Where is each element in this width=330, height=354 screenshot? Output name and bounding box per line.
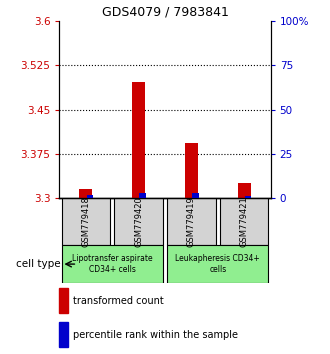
Bar [61,198,110,245]
Text: cell type: cell type [16,259,60,269]
Text: Leukapheresis CD34+
cells: Leukapheresis CD34+ cells [176,255,260,274]
Bar [220,198,269,245]
Bar [114,198,163,245]
Text: GSM779420: GSM779420 [134,196,143,247]
Text: GSM779419: GSM779419 [187,196,196,247]
Bar [132,82,145,198]
Text: GSM779421: GSM779421 [240,196,249,247]
Bar [139,193,146,198]
Bar [185,143,198,198]
Bar [167,245,269,283]
Bar [238,183,251,198]
Bar [59,288,68,313]
Title: GDS4079 / 7983841: GDS4079 / 7983841 [102,6,228,19]
Text: Lipotransfer aspirate
CD34+ cells: Lipotransfer aspirate CD34+ cells [72,255,152,274]
Bar [79,189,92,198]
Text: transformed count: transformed count [73,296,163,306]
Bar [167,198,216,245]
Text: GSM779418: GSM779418 [81,196,90,247]
Bar [86,195,93,198]
Bar [61,245,163,283]
Bar [59,322,68,347]
Bar [245,196,251,198]
Text: percentile rank within the sample: percentile rank within the sample [73,330,238,340]
Bar [192,193,199,198]
